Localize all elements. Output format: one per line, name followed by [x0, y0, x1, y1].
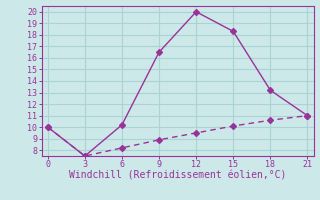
- X-axis label: Windchill (Refroidissement éolien,°C): Windchill (Refroidissement éolien,°C): [69, 171, 286, 181]
